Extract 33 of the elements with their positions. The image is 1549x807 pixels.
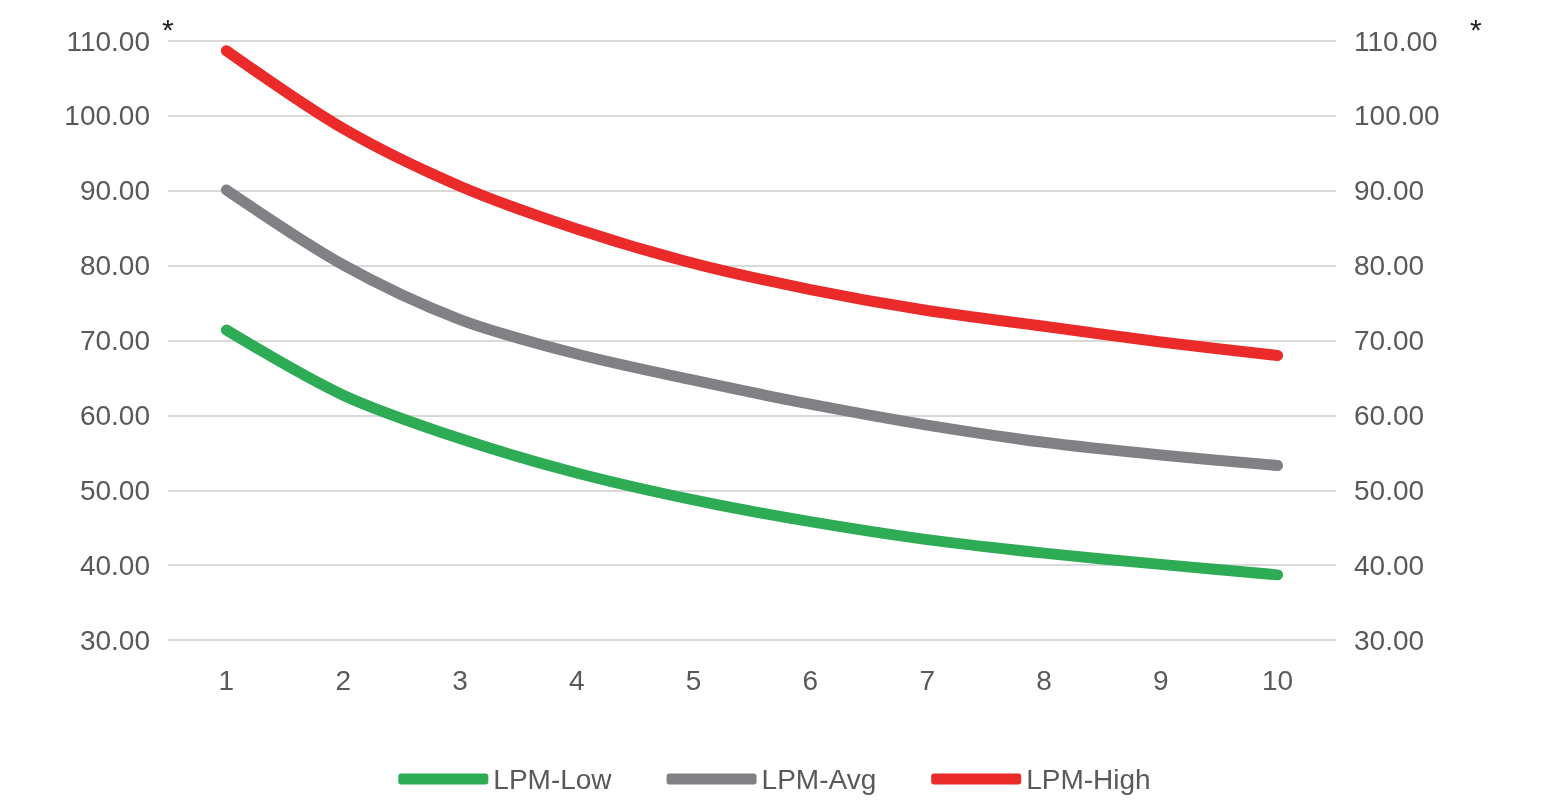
text: * [1470, 12, 1482, 46]
y2-tick-label: 90.00 [1354, 175, 1425, 207]
x-tick-label: 9 [1153, 664, 1169, 696]
x-tick-label: 7 [919, 664, 935, 696]
x-tick-label: 5 [685, 664, 702, 696]
annotation: * [162, 12, 174, 46]
y-tick-label: 70.00 [79, 325, 150, 356]
y-tick-label: 90.00 [79, 175, 150, 207]
y2-tick-label: 50.00 [1354, 474, 1425, 506]
x-tick-label: 6 [802, 664, 819, 696]
legend-label: LPM-High [1026, 763, 1151, 795]
legend-label: LPM-Avg [761, 763, 877, 795]
x-tick-label: 3 [452, 664, 468, 696]
y-tick-label: 50.00 [79, 474, 150, 506]
x-tick-label: 8 [1036, 664, 1052, 696]
y2-tick-label: 110.00 [1354, 25, 1438, 57]
y2-tick-label: 80.00 [1354, 250, 1425, 282]
x-tick-label: 10 [1262, 664, 1294, 696]
x-tick-label: 4 [569, 664, 585, 696]
legend-label: LPM-Low [493, 763, 613, 795]
y2-tick-label: 100.00 [1354, 100, 1440, 132]
x-tick-label: 1 [218, 664, 235, 696]
y-tick-label: 60.00 [79, 399, 150, 431]
y-tick-label: 40.00 [79, 549, 150, 581]
y-tick-label: 110.00 [66, 25, 150, 57]
y-tick-label: 80.00 [79, 250, 150, 282]
y-tick-label: 100.00 [64, 100, 150, 132]
y2-tick-label: 40.00 [1354, 549, 1425, 581]
y-tick-label: 30.00 [79, 624, 150, 656]
y2-tick-label: 30.00 [1354, 624, 1425, 656]
x-tick-label: 2 [335, 664, 351, 696]
y2-tick-label: 70.00 [1354, 325, 1425, 356]
y2-tick-label: 60.00 [1354, 399, 1425, 431]
